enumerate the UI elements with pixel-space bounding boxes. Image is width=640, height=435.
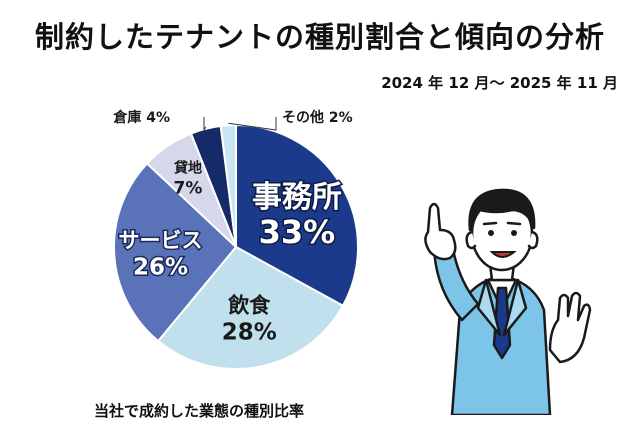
slice-value-1: 33% [259, 213, 336, 251]
period-label: 2024 年 12 月～ 2025 年 11 月 [381, 74, 618, 92]
slice-label-5: 倉庫 4% [112, 109, 170, 126]
slice-value-2: 28% [222, 320, 277, 346]
pie-slice-2 [156, 245, 345, 370]
slice-label-3: サービス [119, 229, 203, 253]
businessman-pointing-icon [424, 188, 592, 415]
slice-value-4: 7% [174, 178, 203, 198]
pie-slice-6 [219, 123, 237, 248]
chart-caption: 当社で成約した業態の種別比率 [94, 402, 305, 420]
page-title: 制約したテナントの種別割合と傾向の分析 [34, 20, 605, 54]
slice-label-1: 事務所 [252, 180, 342, 215]
slice-label-4: 貸地 [173, 159, 202, 176]
leader-line-5 [203, 117, 207, 131]
slice-label-2: 飲食 [227, 294, 271, 318]
slice-label-6: その他 2% [282, 109, 353, 126]
slice-value-3: 26% [133, 255, 188, 281]
leader-line-6 [228, 117, 277, 131]
pie-slice-3 [113, 162, 238, 343]
